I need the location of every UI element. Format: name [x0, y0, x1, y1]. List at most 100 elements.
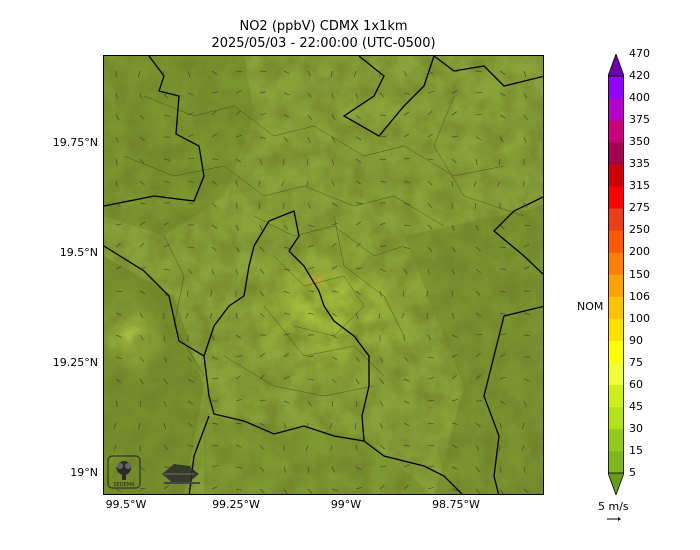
wind-vector — [451, 398, 458, 402]
wind-vector — [187, 400, 194, 405]
x-tick-label: 99.25°W — [212, 498, 260, 511]
wind-vector — [499, 333, 506, 336]
colorbar-segment — [608, 406, 624, 430]
wind-vector — [403, 180, 410, 184]
wind-vector — [211, 202, 217, 208]
wind-scale-label: 5 m/s — [598, 500, 629, 513]
wind-vector — [355, 334, 359, 341]
wind-vector — [139, 356, 145, 362]
wind-vector — [475, 488, 481, 494]
wind-vector — [355, 400, 358, 407]
wind-vector — [523, 114, 528, 121]
wind-vector — [474, 202, 477, 209]
map-panel[interactable]: SEDEMA — [103, 55, 544, 495]
wind-vector — [427, 180, 433, 186]
wind-vector — [187, 70, 191, 77]
y-tick-label: 19.25°N — [52, 356, 98, 369]
wind-vector — [426, 290, 429, 297]
wind-vector — [331, 114, 336, 121]
wind-vector — [427, 158, 434, 161]
wind-vector — [427, 133, 434, 138]
wind-vector — [211, 180, 218, 185]
wind-vector — [209, 312, 213, 319]
wind-vector — [283, 376, 290, 380]
wind-vector — [259, 312, 265, 318]
wind-vector — [211, 268, 215, 275]
wind-vector — [187, 268, 193, 274]
colorbar-tick-label: 470 — [629, 46, 650, 60]
wind-vector — [451, 312, 455, 319]
colorbar-tick-label: 45 — [629, 399, 643, 413]
wind-vector — [523, 202, 528, 209]
wind-vector — [379, 378, 385, 384]
wind-vector — [355, 92, 359, 99]
wind-vector — [451, 90, 458, 94]
wind-vector — [355, 378, 360, 385]
wind-vector — [283, 312, 290, 315]
colorbar-segment — [608, 252, 624, 275]
wind-vector — [331, 265, 338, 270]
colorbar-tick-label: 335 — [629, 157, 650, 171]
wind-vector — [355, 158, 362, 163]
wind-vector — [475, 312, 482, 317]
wind-vector-field — [113, 70, 531, 494]
wind-vector — [523, 378, 530, 382]
wind-vector — [115, 334, 122, 338]
wind-vector — [451, 111, 458, 116]
colorbar-segment — [608, 186, 624, 209]
wind-vector — [475, 246, 481, 252]
colorbar-segment — [608, 54, 624, 77]
wind-vector — [330, 444, 333, 451]
wind-vector — [235, 268, 239, 275]
wind-vector — [403, 133, 410, 138]
wind-vector — [235, 422, 242, 425]
colorbar-segment — [608, 384, 624, 408]
wind-vector — [499, 422, 502, 429]
wind-vector — [283, 466, 286, 473]
wind-vector — [139, 290, 146, 295]
wind-vector — [378, 312, 381, 319]
wind-vector — [403, 422, 410, 427]
wind-vector — [331, 92, 334, 99]
wind-vector — [331, 242, 337, 248]
wind-vector — [379, 400, 384, 407]
wind-vector — [523, 266, 530, 270]
wind-vector — [523, 136, 527, 143]
wind-vector — [499, 466, 502, 473]
colorbar-segment — [608, 142, 624, 165]
wind-vector — [331, 378, 337, 384]
wind-vector — [235, 134, 242, 138]
wind-vector — [379, 92, 385, 98]
wind-vector — [115, 466, 119, 473]
wind-vector — [523, 334, 530, 337]
wind-vector — [331, 158, 335, 165]
wind-vector — [498, 158, 501, 166]
wind-vector — [163, 158, 170, 161]
wind-vector — [499, 376, 506, 380]
wind-vector — [523, 466, 526, 473]
wind-vector — [283, 333, 290, 336]
wind-vector — [355, 242, 361, 248]
wind-vector — [259, 268, 265, 274]
wind-vector — [499, 488, 504, 494]
wind-vector — [331, 488, 338, 492]
wind-vector — [475, 136, 482, 141]
wind-vector — [115, 400, 118, 407]
wind-vector — [259, 136, 266, 140]
wind-vector — [331, 334, 338, 339]
wind-vector — [139, 487, 146, 490]
wind-vector — [115, 136, 119, 143]
wind-vector — [185, 312, 189, 319]
wind-vector — [163, 485, 170, 490]
svg-text:SEDEMA: SEDEMA — [113, 482, 135, 488]
wind-vector — [523, 400, 527, 407]
wind-vector — [427, 356, 434, 359]
wind-vector — [451, 202, 453, 210]
wind-vector — [235, 375, 242, 380]
wind-vector — [355, 466, 362, 471]
wind-vector — [113, 422, 117, 429]
wind-vector — [235, 312, 238, 319]
wind-scale-arrow-icon — [607, 517, 621, 521]
colorbar-tick-label: 315 — [629, 179, 650, 193]
wind-vector — [329, 422, 333, 429]
